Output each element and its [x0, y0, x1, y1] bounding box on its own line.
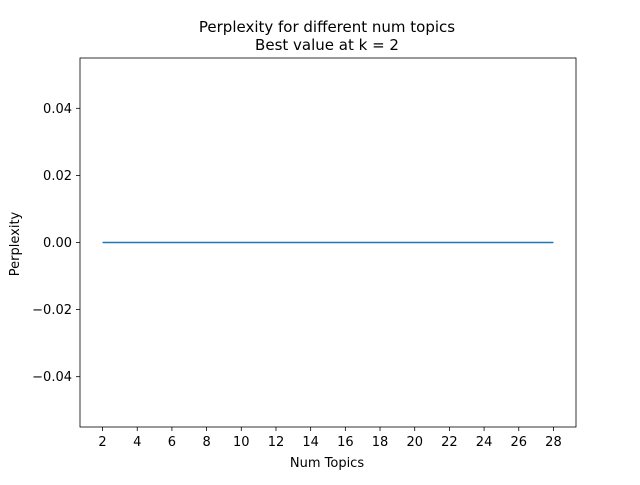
- plot-frame: [79, 57, 577, 428]
- x-tick-label: 22: [441, 435, 458, 450]
- x-tick-label: 28: [545, 435, 562, 450]
- y-tick-label: 0.04: [43, 102, 72, 117]
- x-tick-label: 2: [98, 435, 106, 450]
- x-tick-label: 6: [168, 435, 176, 450]
- chart-subtitle: Best value at k = 2: [255, 36, 399, 54]
- y-tick-label: −0.04: [32, 370, 72, 385]
- y-tick-label: 0.00: [43, 236, 72, 251]
- x-axis-label: Num Topics: [290, 456, 364, 471]
- x-tick-label: 24: [476, 435, 493, 450]
- x-tick-label: 16: [337, 435, 354, 450]
- plot-area: 2 4 6 8 10 12 14 16 18 20 22 24 26 28−0.04−0.020.000.…: [32, 57, 577, 450]
- y-axis-label: Perplexity: [8, 211, 23, 276]
- x-tick-label: 4: [133, 435, 141, 450]
- x-tick-label: 10: [233, 435, 250, 450]
- x-tick-label: 8: [202, 435, 210, 450]
- y-tick-label: 0.02: [43, 169, 72, 184]
- x-tick-label: 18: [372, 435, 389, 450]
- x-tick-label: 20: [406, 435, 423, 450]
- chart-title: Perplexity for different num topics: [199, 18, 455, 36]
- x-tick-label: 14: [302, 435, 319, 450]
- x-tick-label: 26: [510, 435, 527, 450]
- x-tick-label: 12: [268, 435, 285, 450]
- y-tick-label: −0.02: [32, 303, 72, 318]
